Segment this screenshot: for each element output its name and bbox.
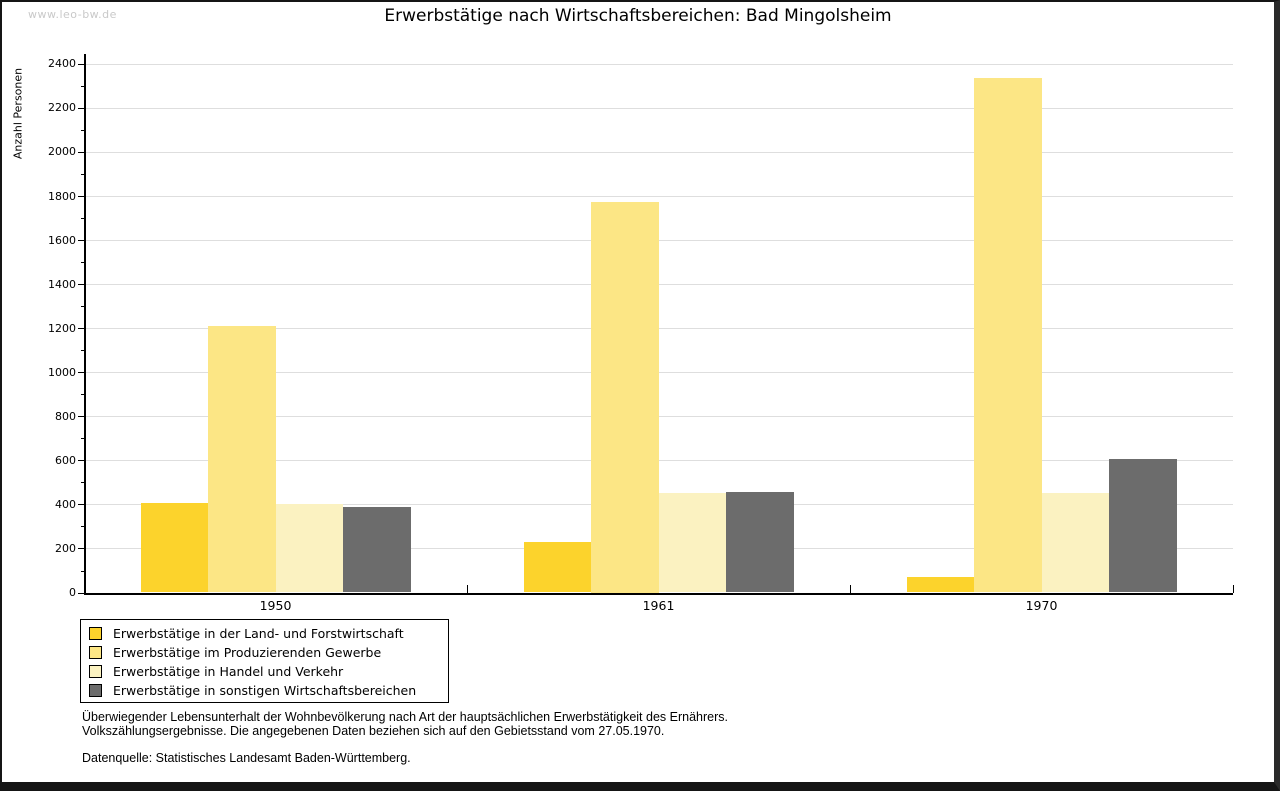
y-minor-tick xyxy=(81,438,84,440)
x-tick-label: 1950 xyxy=(259,597,292,613)
x-boundary-tick xyxy=(467,584,468,593)
footnote: Überwiegender Lebensunterhalt der Wohnbe… xyxy=(82,710,728,766)
y-minor-tick xyxy=(81,306,84,308)
y-gridline xyxy=(84,63,1233,65)
y-tick-label: 2000 xyxy=(48,145,76,159)
bar-1970-s2 xyxy=(974,78,1042,593)
bar-1970-s3 xyxy=(1041,493,1109,593)
y-major-tick xyxy=(78,416,84,418)
y-major-tick xyxy=(78,548,84,550)
legend: Erwerbstätige in der Land- und Forstwirt… xyxy=(80,619,449,703)
legend-label-2: Erwerbstätige im Produzierenden Gewerbe xyxy=(113,644,382,660)
y-gridline xyxy=(84,196,1233,197)
x-tick-label: 1970 xyxy=(1025,597,1058,613)
y-minor-tick xyxy=(81,526,84,528)
footnote-line-2: Volkszählungsergebnisse. Die angegebenen… xyxy=(82,723,665,738)
y-gridline xyxy=(84,284,1233,286)
bar-1950-s1 xyxy=(140,503,208,593)
bar-1970-s1 xyxy=(906,577,974,593)
legend-swatch-4 xyxy=(89,683,102,697)
y-tick-label: 600 xyxy=(55,453,76,467)
y-tick-label: 2400 xyxy=(48,57,76,71)
y-major-tick xyxy=(78,151,84,153)
footnote-source: Datenquelle: Statistisches Landesamt Bad… xyxy=(82,751,411,765)
bar-1961-s2 xyxy=(591,201,659,593)
legend-label-4: Erwerbstätige in sonstigen Wirtschaftsbe… xyxy=(113,682,417,698)
y-minor-tick xyxy=(81,173,84,175)
y-gridline xyxy=(84,460,1233,462)
y-minor-tick xyxy=(81,482,84,484)
legend-swatch-3 xyxy=(89,664,102,678)
y-minor-tick xyxy=(81,350,84,352)
legend-swatch-1 xyxy=(89,626,102,640)
chart-title: Erwerbstätige nach Wirtschaftsbereichen:… xyxy=(384,6,892,26)
y-gridline xyxy=(84,240,1233,241)
y-minor-tick xyxy=(81,129,84,131)
legend-label-3: Erwerbstätige in Handel und Verkehr xyxy=(113,663,344,679)
y-gridline xyxy=(84,372,1233,374)
y-major-tick xyxy=(78,328,84,330)
y-major-tick xyxy=(78,504,84,506)
legend-item-3: Erwerbstätige in Handel und Verkehr xyxy=(89,663,440,679)
x-boundary-tick xyxy=(1233,584,1234,593)
legend-item-4: Erwerbstätige in sonstigen Wirtschaftsbe… xyxy=(89,682,440,698)
y-axis-line xyxy=(84,54,86,595)
y-tick-label: 1400 xyxy=(48,277,76,291)
bar-1950-s3 xyxy=(275,504,343,593)
y-tick-label: 2200 xyxy=(48,101,76,115)
y-gridline xyxy=(84,151,1233,153)
y-minor-tick xyxy=(81,570,84,572)
legend-label-1: Erwerbstätige in der Land- und Forstwirt… xyxy=(113,625,404,641)
legend-swatch-2 xyxy=(89,645,102,659)
watermark: www.leo-bw.de xyxy=(28,8,117,21)
bar-1961-s3 xyxy=(658,493,726,593)
y-tick-label: 1600 xyxy=(48,233,76,247)
y-minor-tick xyxy=(81,262,84,264)
y-minor-tick xyxy=(81,85,84,87)
y-major-tick xyxy=(78,63,84,65)
y-minor-tick xyxy=(81,394,84,396)
y-major-tick xyxy=(78,592,84,594)
x-axis-line xyxy=(84,592,1233,595)
y-gridline xyxy=(84,416,1233,418)
bar-1970-s4 xyxy=(1109,459,1177,593)
plot-area: 0 200 400 600 800 1000 1200 1400 1600 1800 2000 220… xyxy=(2,2,1274,782)
y-gridline xyxy=(84,328,1233,330)
bar-1950-s2 xyxy=(208,325,276,593)
y-tick-label: 800 xyxy=(55,409,76,423)
y-tick-label: 0 xyxy=(69,586,76,599)
bar-1961-s1 xyxy=(523,541,591,593)
x-tick-label: 1961 xyxy=(642,597,675,613)
y-major-tick xyxy=(78,284,84,286)
y-major-tick xyxy=(78,107,84,109)
y-major-tick xyxy=(78,240,84,241)
y-tick-label: 200 xyxy=(55,541,76,555)
bar-1961-s4 xyxy=(726,492,794,593)
y-tick-label: 1000 xyxy=(48,365,76,379)
legend-item-1: Erwerbstätige in der Land- und Forstwirt… xyxy=(89,625,440,641)
y-tick-label: 400 xyxy=(55,497,76,511)
y-major-tick xyxy=(78,196,84,197)
y-tick-label: 1800 xyxy=(48,189,76,203)
bar-1950-s4 xyxy=(343,506,411,593)
y-major-tick xyxy=(78,460,84,462)
y-gridline xyxy=(84,107,1233,109)
y-minor-tick xyxy=(81,218,84,219)
footnote-line-1: Überwiegender Lebensunterhalt der Wohnbe… xyxy=(82,710,728,724)
legend-item-2: Erwerbstätige im Produzierenden Gewerbe xyxy=(89,644,440,660)
y-major-tick xyxy=(78,372,84,374)
x-boundary-tick xyxy=(850,584,851,593)
y-tick-label: 1200 xyxy=(48,321,76,335)
